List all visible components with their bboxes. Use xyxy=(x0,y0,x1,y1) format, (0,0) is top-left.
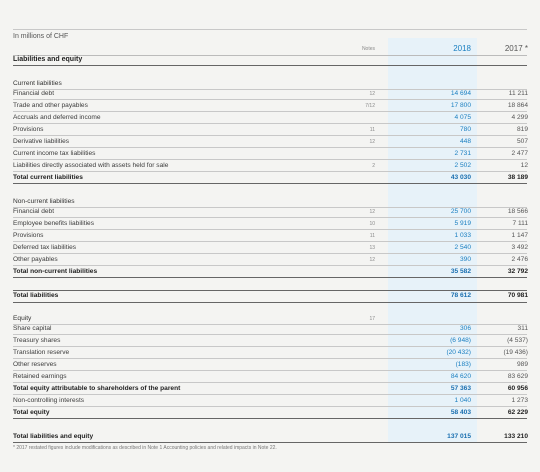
cell-v2017: 18 864 xyxy=(507,102,528,109)
total-liabilities-and-equity-row: Total liabilities and equity 137 015 133… xyxy=(13,432,528,443)
cell-v2017: 11 211 xyxy=(508,90,528,97)
top-rule xyxy=(13,29,527,30)
table-row: Current income tax liabilities 2 731 2 477 xyxy=(13,149,528,160)
cell-label: Retained earnings xyxy=(13,373,67,380)
cell-v2018: 306 xyxy=(459,325,471,332)
table-row: Trade and other payables 7/12 17 800 18 864 xyxy=(13,101,528,112)
cell-note: 7/12 xyxy=(365,103,375,109)
cell-label: Financial debt xyxy=(13,208,55,215)
cell-label: Liabilities directly associated with ass… xyxy=(13,162,169,169)
cell-v2018: 17 800 xyxy=(450,102,471,109)
cell-note: 13 xyxy=(369,245,375,251)
table-row: Deferred tax liabilities 13 2 540 3 492 xyxy=(13,243,528,254)
year-2018-header: 2018 xyxy=(453,44,471,53)
table-row: Other payables 12 390 2 476 xyxy=(13,255,528,266)
cell-note: 11 xyxy=(369,127,375,133)
cell-note: 10 xyxy=(369,221,375,227)
cell-label: Other reserves xyxy=(13,361,57,368)
cell-v2018: 780 xyxy=(459,126,471,133)
cell-label: Provisions xyxy=(13,232,44,239)
cell-note: 2 xyxy=(372,163,375,169)
cell-v2017: 3 492 xyxy=(511,244,528,251)
table-row: Derivative liabilities 12 448 507 xyxy=(13,137,528,148)
cell-label: Derivative liabilities xyxy=(13,138,70,145)
cell-label: Share capital xyxy=(13,325,52,332)
cell-v2017: 83 629 xyxy=(507,373,528,380)
cell-label: Trade and other payables xyxy=(13,102,88,109)
table-row: Accruals and deferred income 4 075 4 299 xyxy=(13,113,528,124)
equity-heading: Equity 17 xyxy=(13,314,527,325)
cell-v2018: 4 075 xyxy=(454,114,471,121)
cell-v2018: 5 919 xyxy=(454,220,471,227)
cell-v2018: 390 xyxy=(459,256,471,263)
cell-v2018: 25 700 xyxy=(450,208,471,215)
cell-v2018: (20 432) xyxy=(446,349,471,356)
cell-v2018: 84 620 xyxy=(450,373,471,380)
table-row: Translation reserve (20 432) (19 436) xyxy=(13,348,528,359)
cell-v2018: (6 948) xyxy=(450,337,471,344)
cell-label: Treasury shares xyxy=(13,337,61,344)
equity-parent-row: Total equity attributable to shareholder… xyxy=(13,384,528,395)
cell-label: Current income tax liabilities xyxy=(13,150,96,157)
cell-v2018: 2 731 xyxy=(454,150,471,157)
header-rule xyxy=(13,55,527,56)
table-row: Financial debt 12 25 700 18 566 xyxy=(13,207,528,218)
cell-v2017: 989 xyxy=(516,361,528,368)
cell-v2017: 18 566 xyxy=(507,208,528,215)
table-row: Retained earnings 84 620 83 629 xyxy=(13,372,528,383)
cell-label: Deferred tax liabilities xyxy=(13,244,77,251)
total-current-liabilities-row: Total current liabilities 43 030 38 189 xyxy=(13,173,528,184)
cell-label: Provisions xyxy=(13,126,44,133)
cell-note: 11 xyxy=(369,233,375,239)
notes-header: Notes xyxy=(361,46,375,52)
year-2017-header: 2017 * xyxy=(504,44,528,53)
cell-v2018: 2 502 xyxy=(454,162,471,169)
unit-label: In millions of CHF xyxy=(13,33,69,40)
cell-note: 12 xyxy=(369,139,375,145)
cell-v2018: 448 xyxy=(459,138,471,145)
total-liabilities-row: Total liabilities 78 612 70 981 xyxy=(13,290,528,303)
cell-label: Other payables xyxy=(13,256,58,263)
cell-v2017: 819 xyxy=(516,126,528,133)
cell-v2018: 14 694 xyxy=(450,90,471,97)
table-row: Share capital 306 311 xyxy=(13,324,528,335)
cell-note: 12 xyxy=(369,209,375,215)
cell-v2017: (19 436) xyxy=(503,349,528,356)
cell-v2018: 2 540 xyxy=(454,244,471,251)
cell-v2017: 4 299 xyxy=(511,114,528,121)
total-non-current-liabilities-row: Total non-current liabilities 35 582 32 … xyxy=(13,267,528,278)
table-row: Financial debt 12 14 694 11 211 xyxy=(13,89,528,100)
non-current-liabilities-heading: Non-current liabilities xyxy=(13,197,527,208)
column-2018-highlight xyxy=(388,38,477,443)
cell-v2018: 1 033 xyxy=(454,232,471,239)
cell-v2017: 1 147 xyxy=(511,232,528,239)
cell-label: Financial debt xyxy=(13,90,55,97)
cell-v2017: 311 xyxy=(517,325,528,332)
cell-label: Accruals and deferred income xyxy=(13,114,101,121)
table-row: Employee benefits liabilities 10 5 919 7 11… xyxy=(13,219,528,230)
table-row: Provisions 11 780 819 xyxy=(13,125,528,136)
table-row: Treasury shares (6 948) (4 537) xyxy=(13,336,528,347)
table-row: Liabilities directly associated with ass… xyxy=(13,161,528,172)
cell-v2017: 12 xyxy=(520,162,528,169)
cell-v2017: 2 476 xyxy=(511,256,528,263)
section-title: Liabilities and equity xyxy=(13,55,527,66)
cell-v2017: 507 xyxy=(516,138,528,145)
cell-label: Employee benefits liabilities xyxy=(13,220,94,227)
cell-v2018: (183) xyxy=(455,361,471,368)
cell-v2017: 7 111 xyxy=(512,220,528,227)
table-row: Other reserves (183) 989 xyxy=(13,360,528,371)
non-controlling-interests-row: Non-controlling interests 1 040 1 273 xyxy=(13,396,528,407)
footnote: * 2017 restated figures include modifica… xyxy=(13,445,277,451)
cell-v2017: (4 537) xyxy=(507,337,528,344)
total-equity-row: Total equity 58 403 62 229 xyxy=(13,408,528,419)
current-liabilities-heading: Current liabilities xyxy=(13,79,527,90)
cell-v2017: 2 477 xyxy=(511,150,528,157)
cell-label: Translation reserve xyxy=(13,349,70,356)
table-row: Provisions 11 1 033 1 147 xyxy=(13,231,528,242)
cell-note: 12 xyxy=(369,91,375,97)
cell-note: 12 xyxy=(369,257,375,263)
